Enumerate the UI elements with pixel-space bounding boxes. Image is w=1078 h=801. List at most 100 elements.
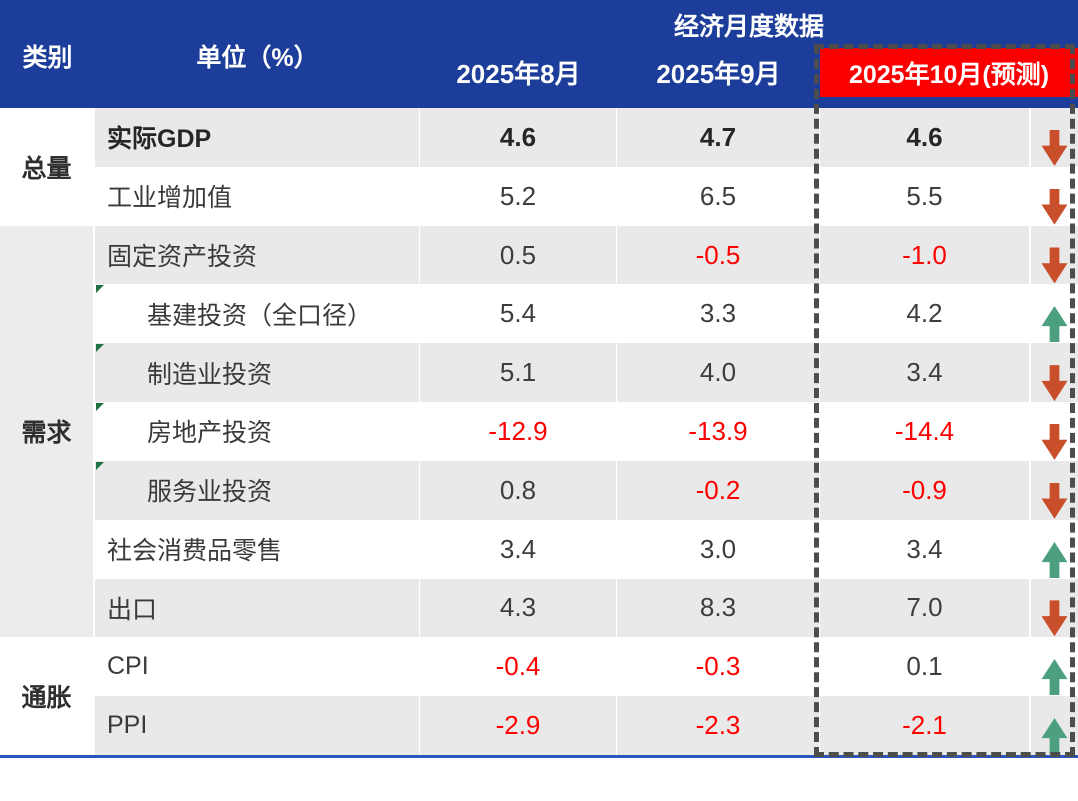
trend-arrow — [1030, 637, 1078, 697]
trend-arrow-icon — [1041, 718, 1068, 754]
category-cell-total: 总量 — [0, 108, 95, 226]
trend-arrow-icon — [1041, 306, 1068, 342]
table-header: 类别 单位（%） 经济月度数据 2025年8月 2025年9月 2025年10月… — [0, 0, 1078, 108]
value-oct-forecast: -14.4 — [820, 402, 1030, 461]
indicator-label-cell: 固定资产投资 — [95, 225, 420, 285]
indicator-label-cell: 服务业投资 — [95, 460, 420, 520]
value-aug: -12.9 — [420, 402, 617, 461]
header-unit: 单位（%） — [196, 44, 319, 72]
value-oct-forecast: -0.9 — [820, 460, 1030, 520]
table-row: 房地产投资 -12.9 -13.9 -14.4 — [95, 402, 1078, 461]
value-aug: 0.8 — [420, 460, 617, 520]
trend-arrow-icon — [1041, 129, 1068, 166]
indicator-label: 实际GDP — [107, 125, 212, 154]
trend-arrow — [1030, 578, 1078, 638]
value-aug: 4.6 — [420, 108, 617, 167]
trend-arrow-icon — [1041, 247, 1068, 284]
trend-arrow — [1030, 225, 1078, 285]
indicator-label-cell: PPI — [95, 696, 420, 755]
indicator-label: 服务业投资 — [147, 478, 273, 507]
value-sep: -2.3 — [617, 696, 820, 755]
value-aug: 3.4 — [420, 519, 617, 579]
indicator-label-cell: 房地产投资 — [95, 402, 420, 461]
note-marker-icon — [96, 461, 104, 470]
value-oct-forecast: 4.6 — [820, 108, 1030, 167]
value-sep: 4.7 — [617, 108, 820, 167]
indicator-label-cell: 出口 — [95, 578, 420, 638]
indicator-label: 制造业投资 — [147, 360, 273, 389]
value-aug: 5.1 — [420, 343, 617, 403]
trend-arrow — [1030, 519, 1078, 579]
table-row: 制造业投资 5.1 4.0 3.4 — [95, 343, 1078, 403]
value-sep: -0.2 — [617, 460, 820, 520]
indicator-label-cell: 制造业投资 — [95, 343, 420, 403]
trend-arrow-icon — [1041, 188, 1068, 225]
indicator-label: 工业增加值 — [107, 184, 233, 213]
value-oct-forecast: 3.4 — [820, 519, 1030, 579]
indicator-label: 基建投资（全口径） — [147, 301, 373, 330]
indicator-label: PPI — [107, 711, 148, 740]
value-aug: 5.4 — [420, 284, 617, 344]
value-oct-forecast: 3.4 — [820, 343, 1030, 403]
indicator-label: 社会消费品零售 — [107, 537, 283, 566]
indicator-label-cell: CPI — [95, 637, 420, 697]
trend-arrow — [1030, 108, 1078, 167]
header-month-oct-forecast: 2025年10月(预测) — [820, 48, 1078, 97]
table-body: 总量 需求 通胀 实际GDP 4.6 4.7 4.6 工业增加值 5.2 6.5… — [0, 108, 1078, 755]
value-oct-forecast: 0.1 — [820, 637, 1030, 697]
header-category: 类别 — [22, 44, 73, 72]
category-cell-inflation: 通胀 — [0, 637, 95, 755]
trend-arrow — [1030, 166, 1078, 226]
category-cell-demand: 需求 — [0, 225, 95, 638]
value-sep: 3.0 — [617, 519, 820, 579]
trend-arrow — [1030, 402, 1078, 461]
table-row: PPI -2.9 -2.3 -2.1 — [95, 696, 1078, 755]
trend-arrow-icon — [1041, 659, 1068, 695]
table-title: 经济月度数据 — [673, 13, 824, 41]
indicator-label: 出口 — [107, 595, 158, 624]
trend-arrow-icon — [1041, 423, 1068, 460]
table-row: 基建投资（全口径） 5.4 3.3 4.2 — [95, 284, 1078, 344]
value-aug: 5.2 — [420, 166, 617, 226]
indicator-label-cell: 实际GDP — [95, 108, 420, 167]
value-sep: -0.3 — [617, 637, 820, 697]
table-row: 工业增加值 5.2 6.5 5.5 — [95, 166, 1078, 226]
trend-arrow-icon — [1041, 542, 1068, 578]
bottom-rule — [0, 755, 1078, 758]
table-row: 实际GDP 4.6 4.7 4.6 — [95, 108, 1078, 167]
table-row: 固定资产投资 0.5 -0.5 -1.0 — [95, 225, 1078, 285]
indicator-label: 房地产投资 — [147, 419, 273, 448]
value-oct-forecast: -1.0 — [820, 225, 1030, 285]
value-aug: 0.5 — [420, 225, 617, 285]
indicator-label-cell: 社会消费品零售 — [95, 519, 420, 579]
trend-arrow-icon — [1041, 600, 1068, 637]
indicator-label-cell: 基建投资（全口径） — [95, 284, 420, 344]
trend-arrow — [1030, 284, 1078, 344]
header-month-sep: 2025年9月 — [656, 58, 781, 89]
value-sep: 8.3 — [617, 578, 820, 638]
value-sep: -0.5 — [617, 225, 820, 285]
trend-arrow-icon — [1041, 482, 1068, 519]
value-oct-forecast: 5.5 — [820, 166, 1030, 226]
value-sep: -13.9 — [617, 402, 820, 461]
note-marker-icon — [96, 344, 104, 353]
value-aug: 4.3 — [420, 578, 617, 638]
trend-arrow — [1030, 460, 1078, 520]
value-sep: 6.5 — [617, 166, 820, 226]
value-aug: -2.9 — [420, 696, 617, 755]
value-oct-forecast: -2.1 — [820, 696, 1030, 755]
indicator-label: CPI — [107, 652, 149, 681]
trend-arrow — [1030, 343, 1078, 403]
note-marker-icon — [96, 403, 104, 412]
header-month-aug: 2025年8月 — [456, 58, 581, 89]
value-aug: -0.4 — [420, 637, 617, 697]
trend-arrow — [1030, 696, 1078, 755]
note-marker-icon — [96, 285, 104, 294]
trend-arrow-icon — [1041, 365, 1068, 402]
table-row: 社会消费品零售 3.4 3.0 3.4 — [95, 519, 1078, 579]
indicator-label: 固定资产投资 — [107, 243, 258, 272]
value-sep: 4.0 — [617, 343, 820, 403]
table-row: 服务业投资 0.8 -0.2 -0.9 — [95, 460, 1078, 520]
value-oct-forecast: 7.0 — [820, 578, 1030, 638]
